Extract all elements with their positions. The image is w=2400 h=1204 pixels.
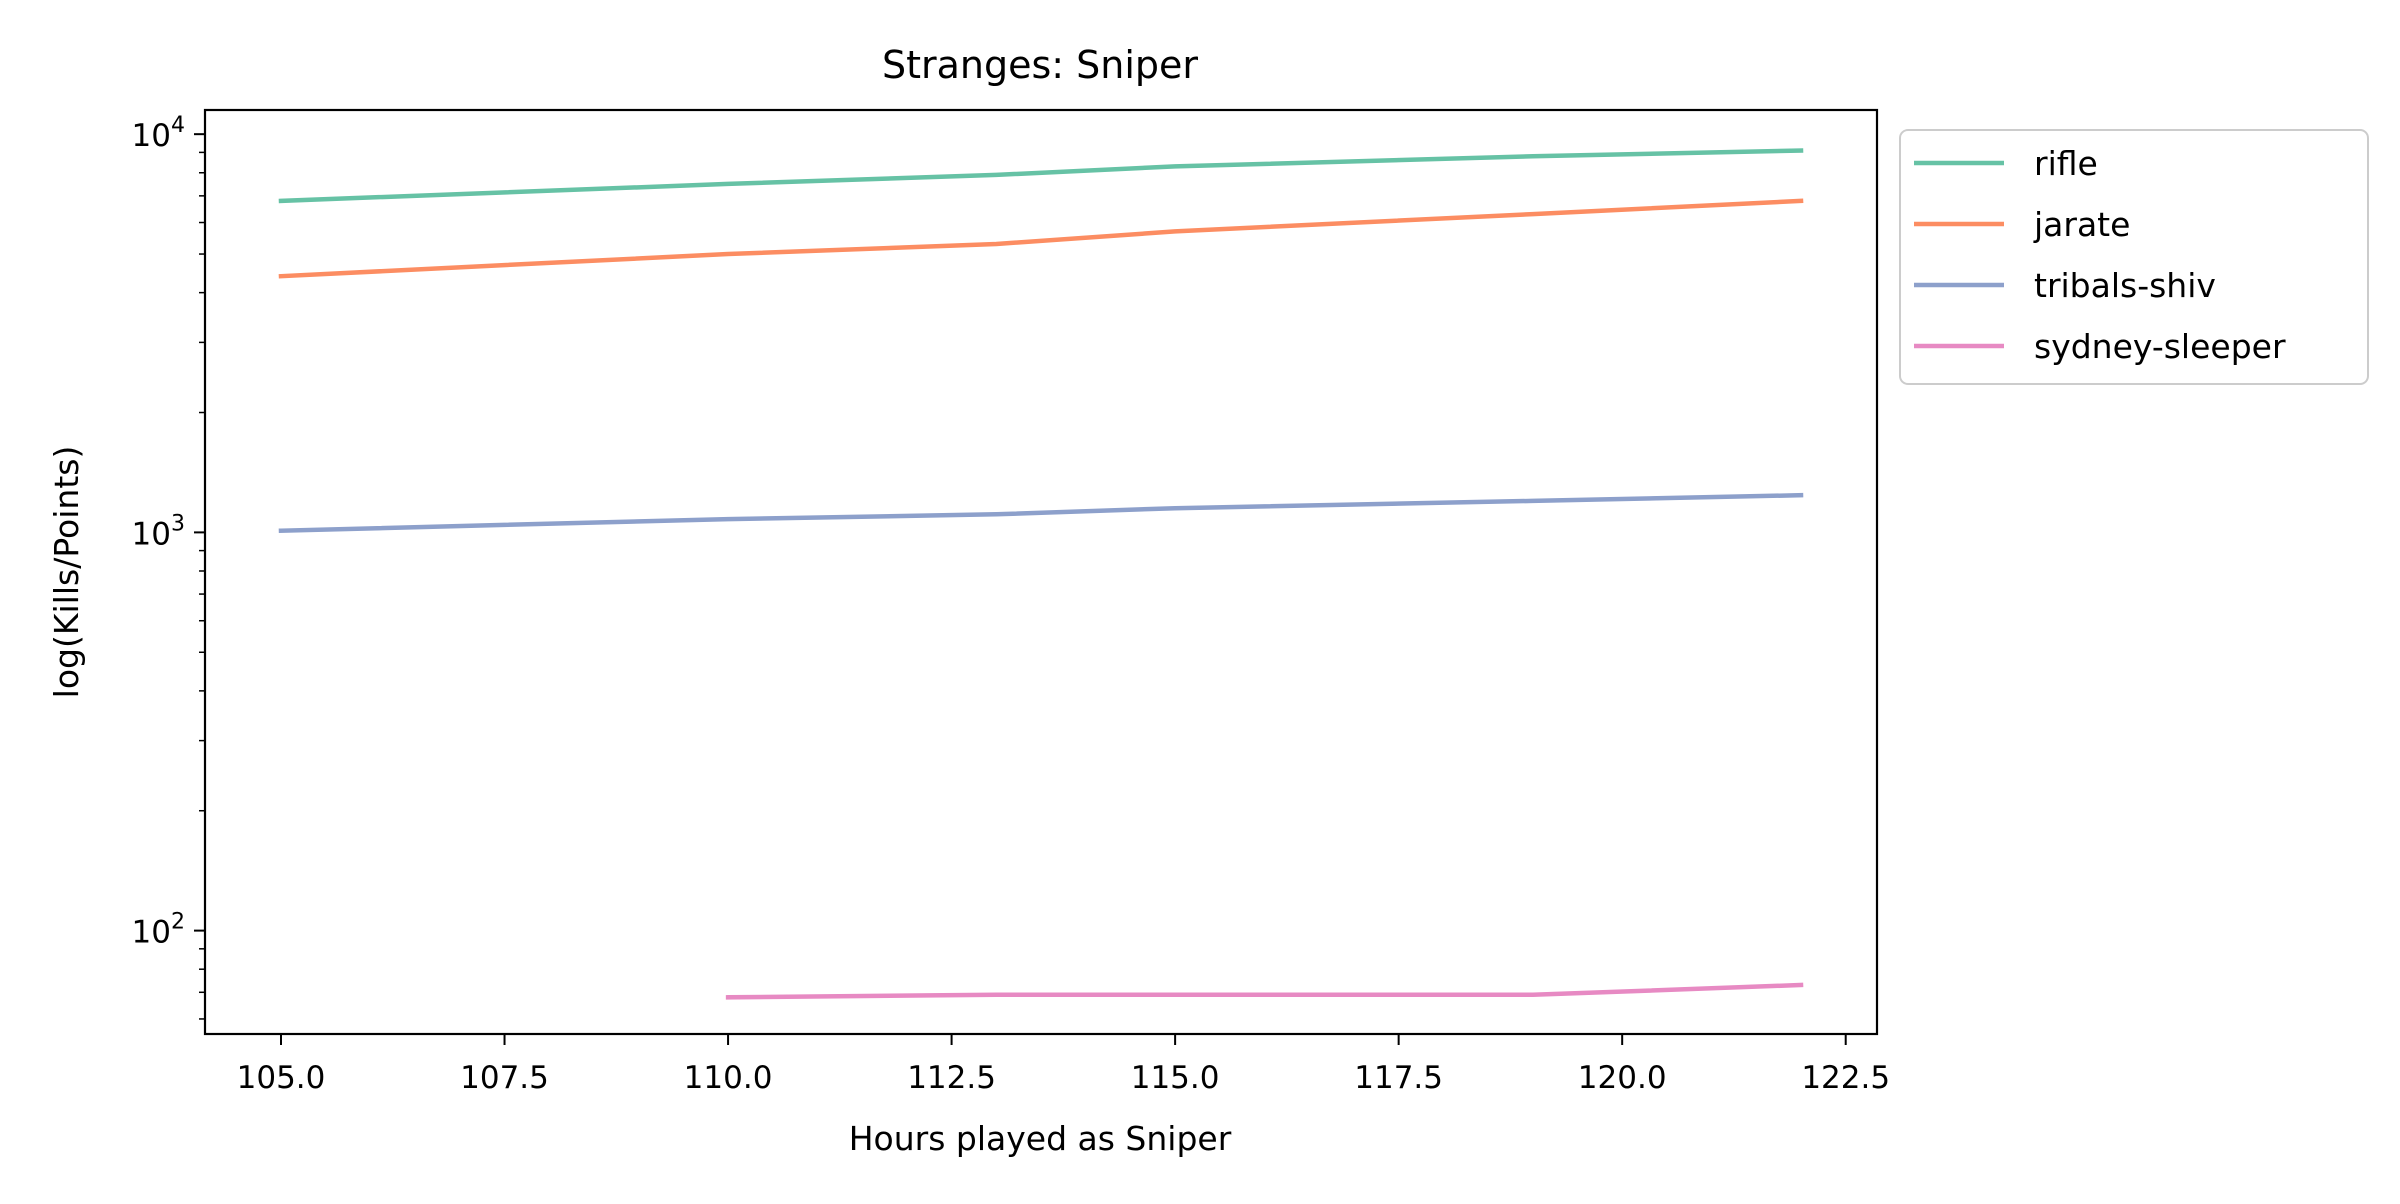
x-tick-label: 105.0 [237,1060,326,1096]
x-tick-label: 115.0 [1131,1060,1220,1096]
plot-area-frame [203,108,1879,1036]
series-line-sydney-sleeper [725,982,1804,1000]
series-layer [278,148,1804,1000]
legend-label-jarate: jarate [2033,205,2130,244]
legend-label-sydney-sleeper: sydney-sleeper [2034,327,2286,366]
x-tick-label: 122.5 [1801,1060,1890,1096]
x-tick-label: 120.0 [1578,1060,1667,1096]
x-axis-label: Hours played as Sniper [849,1119,1232,1158]
series-line-rifle [278,148,1804,204]
x-tick-label: 117.5 [1354,1060,1443,1096]
y-tick-exponent: 3 [171,511,185,536]
y-tick-base: 10 [132,516,171,552]
legend-frame [1899,129,2369,385]
x-tick-label: 112.5 [907,1060,996,1096]
legend-label-rifle: rifle [2034,144,2098,183]
y-axis-label: log(Kills/Points) [47,446,86,699]
legend: rifle jarate tribals-shiv sydney-sleeper [1899,129,2369,385]
x-tick-label: 110.0 [684,1060,773,1096]
y-tick-label: 103 [132,511,185,552]
y-tick-label: 102 [132,910,185,951]
y-tick-base: 10 [132,915,171,951]
x-axis: 105.0 107.5 110.0 112.5 115.0 117.5 120.0 122.5 [237,1034,1890,1096]
x-tick-label: 107.5 [460,1060,549,1096]
y-tick-exponent: 2 [171,910,185,935]
series-line-tribals-shiv [278,492,1804,534]
y-tick-label: 104 [132,113,185,154]
chart-title: Stranges: Sniper [882,43,1198,87]
y-tick-base: 10 [132,118,171,154]
series-line-jarate [278,198,1804,279]
legend-label-tribals-shiv: tribals-shiv [2034,266,2216,305]
y-tick-exponent: 4 [171,113,185,138]
